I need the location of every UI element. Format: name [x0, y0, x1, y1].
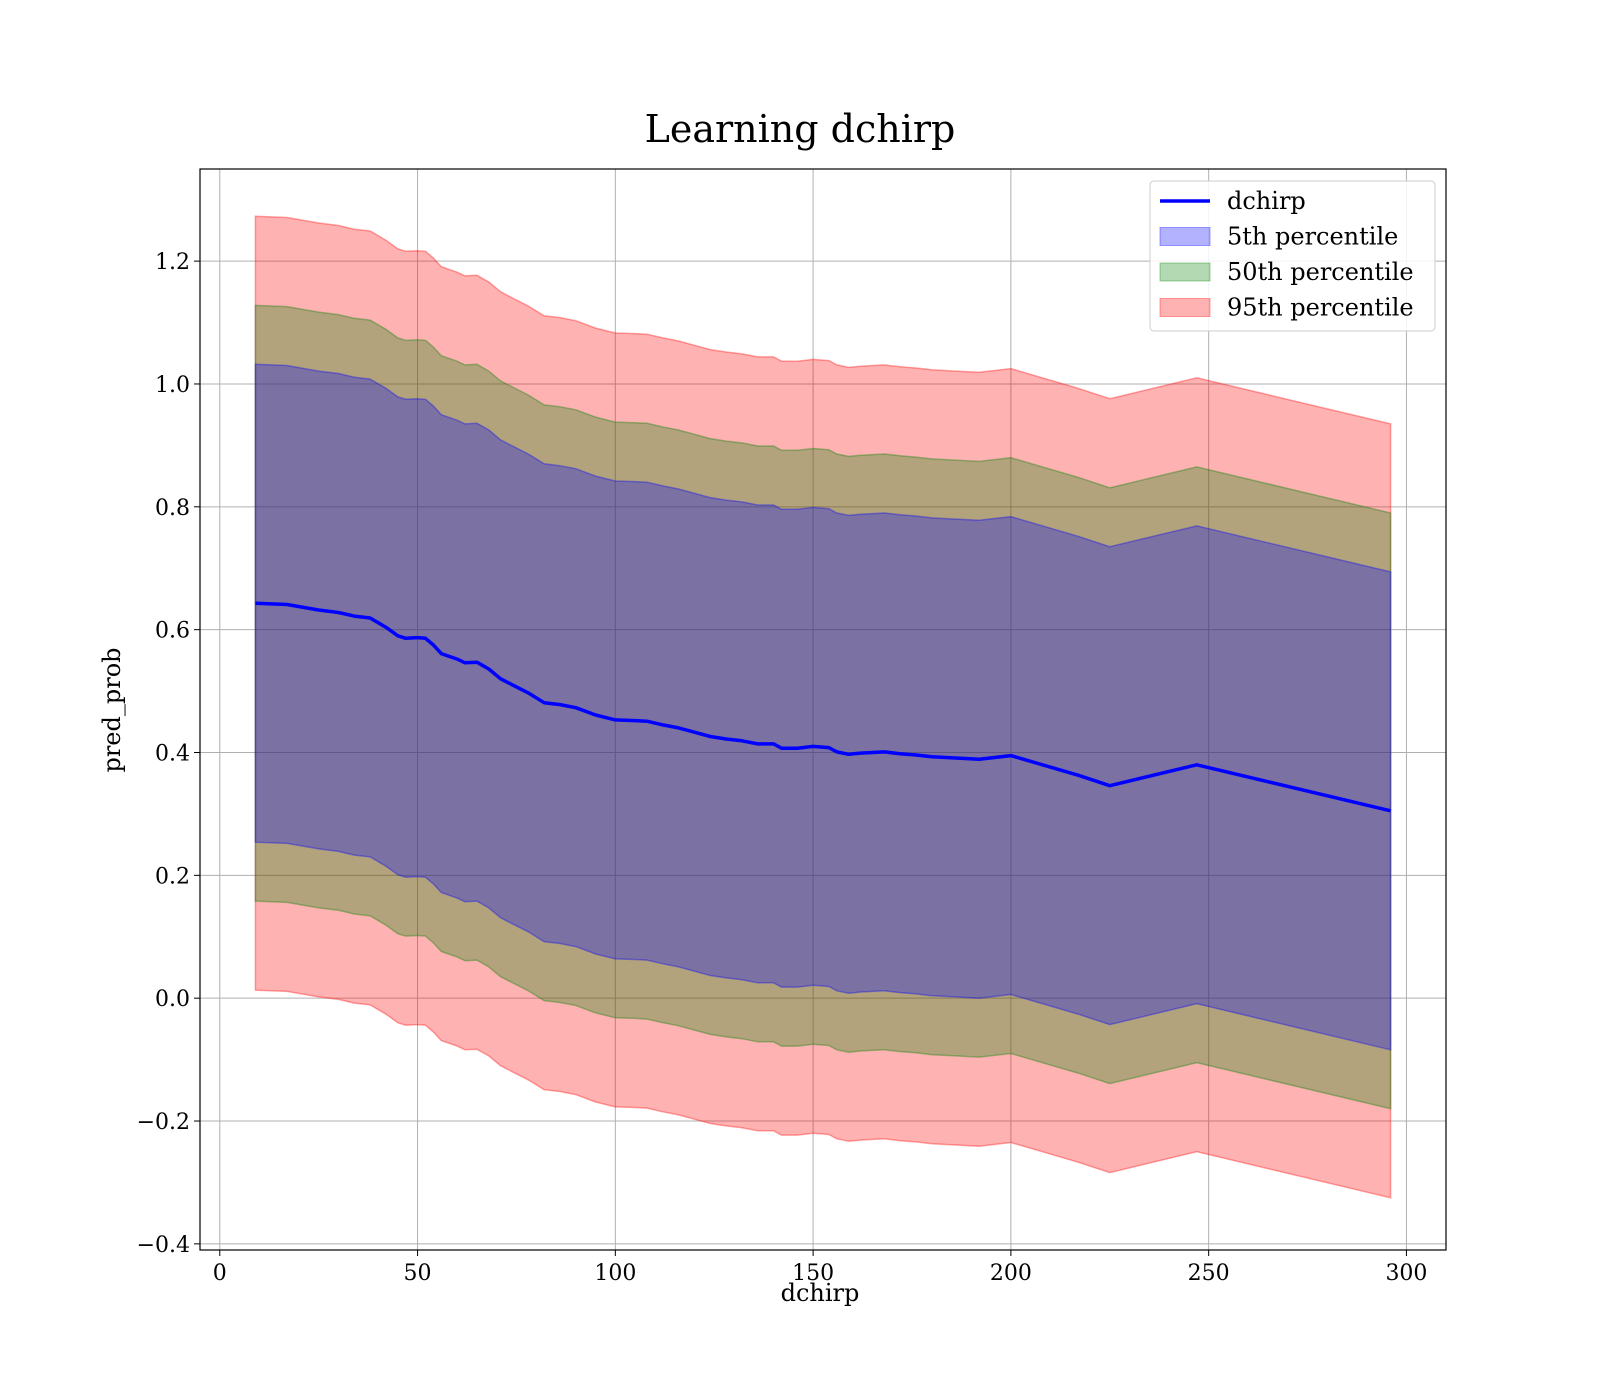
- y-tick-label: 1.0: [155, 373, 190, 398]
- y-tick-label: −0.4: [137, 1233, 190, 1258]
- legend-swatch-patch: [1159, 298, 1211, 317]
- percentile-band-5th: [254, 363, 1392, 1051]
- percentile-band-95th: [254, 215, 1392, 1199]
- legend-swatch-patch: [1159, 262, 1211, 282]
- y-tick-label: 1.2: [155, 250, 190, 275]
- y-tick-label: 0.8: [155, 496, 190, 521]
- legend-label: 95th percentile: [1227, 294, 1414, 322]
- x-axis-label: dchirp: [781, 1279, 860, 1307]
- y-tick-label: −0.2: [137, 1110, 190, 1135]
- series-line-dchirp: [255, 601, 1392, 813]
- x-tick-label: 150: [792, 1261, 834, 1286]
- legend-swatch-patch: [1159, 227, 1211, 246]
- x-tick-label: 0: [213, 1261, 227, 1286]
- y-tick-label: 0.6: [155, 619, 190, 644]
- y-tick-label: 0.4: [155, 741, 190, 766]
- y-tick-label: 0.0: [155, 987, 190, 1012]
- legend-label: 5th percentile: [1227, 223, 1398, 251]
- x-tick-label: 100: [594, 1261, 636, 1286]
- legend-label: dchirp: [1227, 187, 1306, 215]
- x-tick-label: 300: [1385, 1261, 1427, 1286]
- legend: dchirp 5th percentile 50th percentile 95th …: [1149, 180, 1436, 332]
- x-tick-label: 200: [990, 1261, 1032, 1286]
- y-axis-label: pred_prob: [98, 647, 126, 772]
- plot-area: 0 50 100 150 200 250 300 −0.4 −0.2 0.0 0.2 0.4 0.6 0.…: [137, 168, 1447, 1286]
- x-tick-label: 50: [404, 1261, 432, 1286]
- y-tick-label: 0.2: [155, 864, 190, 889]
- legend-label: 50th percentile: [1227, 258, 1414, 286]
- chart-title: Learning dchirp: [645, 107, 956, 151]
- x-tick-label: 250: [1188, 1261, 1230, 1286]
- legend-box: [1149, 180, 1436, 332]
- axes-frame: [199, 168, 1447, 1251]
- percentile-band-50th: [254, 304, 1392, 1110]
